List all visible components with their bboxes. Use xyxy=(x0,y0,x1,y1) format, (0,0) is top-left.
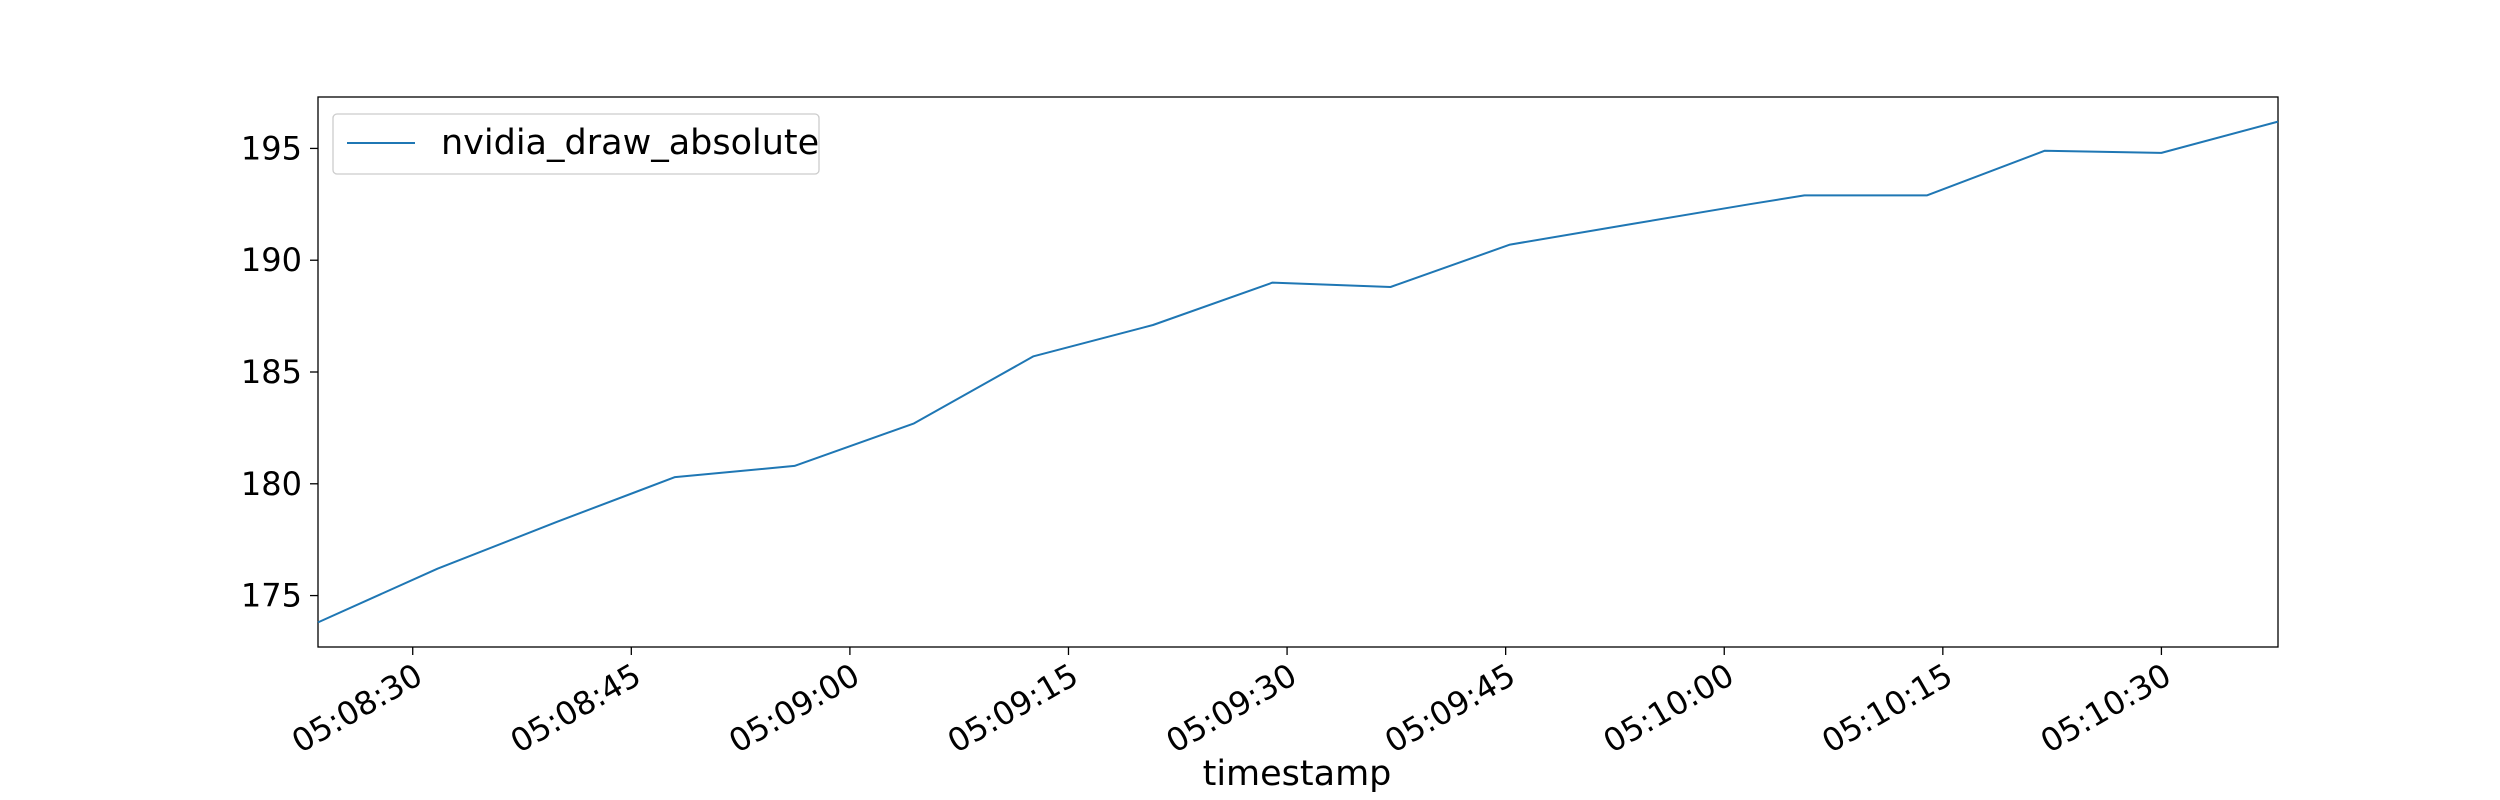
plot-frame xyxy=(317,96,2279,648)
x-tick-label-1: 05:08:45 xyxy=(504,656,647,761)
x-tick-label-6: 05:10:00 xyxy=(1597,656,1740,761)
y-axis-ticks: 175 180 185 190 195 xyxy=(241,129,318,615)
x-axis-label: timestamp xyxy=(1203,754,1392,794)
legend-box xyxy=(332,113,820,175)
x-tick-label-4: 05:09:30 xyxy=(1160,656,1303,761)
series-line-0 xyxy=(317,120,2279,624)
legend-entry-label: nvidia_draw_absolute xyxy=(441,123,819,163)
y-tick-label-3: 190 xyxy=(241,241,302,279)
legend: nvidia_draw_absolute xyxy=(332,113,820,175)
x-tick-label-0: 05:08:30 xyxy=(285,656,428,761)
y-tick-label-0: 175 xyxy=(241,577,302,615)
y-tick-label-2: 185 xyxy=(241,353,302,391)
x-tick-label-7: 05:10:15 xyxy=(1815,656,1958,761)
series-layer xyxy=(317,120,2279,624)
x-tick-label-2: 05:09:00 xyxy=(722,656,865,761)
plot-area xyxy=(317,96,2279,648)
y-tick-label-1: 180 xyxy=(241,465,302,503)
y-tick-label-4: 195 xyxy=(241,129,302,167)
x-tick-label-5: 05:09:45 xyxy=(1378,656,1521,761)
x-tick-label-3: 05:09:15 xyxy=(941,656,1084,761)
x-axis-ticks: 05:08:30 05:08:45 05:09:00 05:09:15 05:09:30… xyxy=(285,647,2177,761)
x-tick-label-8: 05:10:30 xyxy=(2034,656,2177,761)
